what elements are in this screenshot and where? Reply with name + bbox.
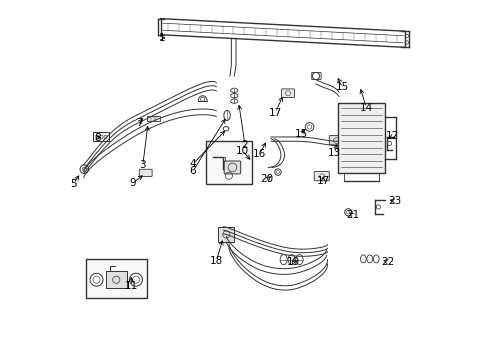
Text: 6: 6 bbox=[190, 166, 196, 176]
FancyBboxPatch shape bbox=[224, 161, 241, 174]
Text: 13: 13 bbox=[328, 148, 341, 158]
Text: 4: 4 bbox=[190, 159, 196, 169]
FancyBboxPatch shape bbox=[105, 271, 126, 288]
Text: 10: 10 bbox=[236, 145, 249, 156]
Text: 17: 17 bbox=[317, 176, 330, 186]
Bar bbox=[87, 259, 147, 298]
Bar bbox=[147, 116, 160, 121]
Text: 7: 7 bbox=[136, 118, 143, 128]
Text: 1: 1 bbox=[158, 33, 165, 43]
Text: 11: 11 bbox=[124, 281, 138, 291]
Text: 2: 2 bbox=[242, 140, 248, 150]
FancyBboxPatch shape bbox=[282, 89, 294, 98]
Text: 19: 19 bbox=[287, 257, 300, 267]
Text: 9: 9 bbox=[130, 178, 136, 188]
Bar bbox=[338, 103, 385, 173]
Text: 22: 22 bbox=[381, 257, 394, 267]
Text: 20: 20 bbox=[261, 174, 274, 184]
Text: 16: 16 bbox=[253, 149, 266, 159]
Text: 23: 23 bbox=[388, 196, 401, 206]
Text: 8: 8 bbox=[94, 133, 100, 143]
Text: 14: 14 bbox=[360, 103, 373, 113]
Text: 17: 17 bbox=[269, 108, 282, 118]
Text: 3: 3 bbox=[140, 160, 146, 170]
Text: 15: 15 bbox=[336, 82, 349, 93]
Text: 18: 18 bbox=[210, 256, 223, 266]
Text: 21: 21 bbox=[346, 210, 359, 220]
Bar bbox=[205, 140, 252, 184]
FancyBboxPatch shape bbox=[93, 132, 109, 141]
FancyBboxPatch shape bbox=[139, 169, 152, 176]
Text: 15: 15 bbox=[295, 129, 308, 139]
FancyBboxPatch shape bbox=[329, 135, 343, 145]
FancyBboxPatch shape bbox=[219, 226, 234, 242]
Text: 5: 5 bbox=[70, 179, 77, 189]
Text: 12: 12 bbox=[386, 131, 399, 141]
FancyBboxPatch shape bbox=[314, 171, 329, 181]
